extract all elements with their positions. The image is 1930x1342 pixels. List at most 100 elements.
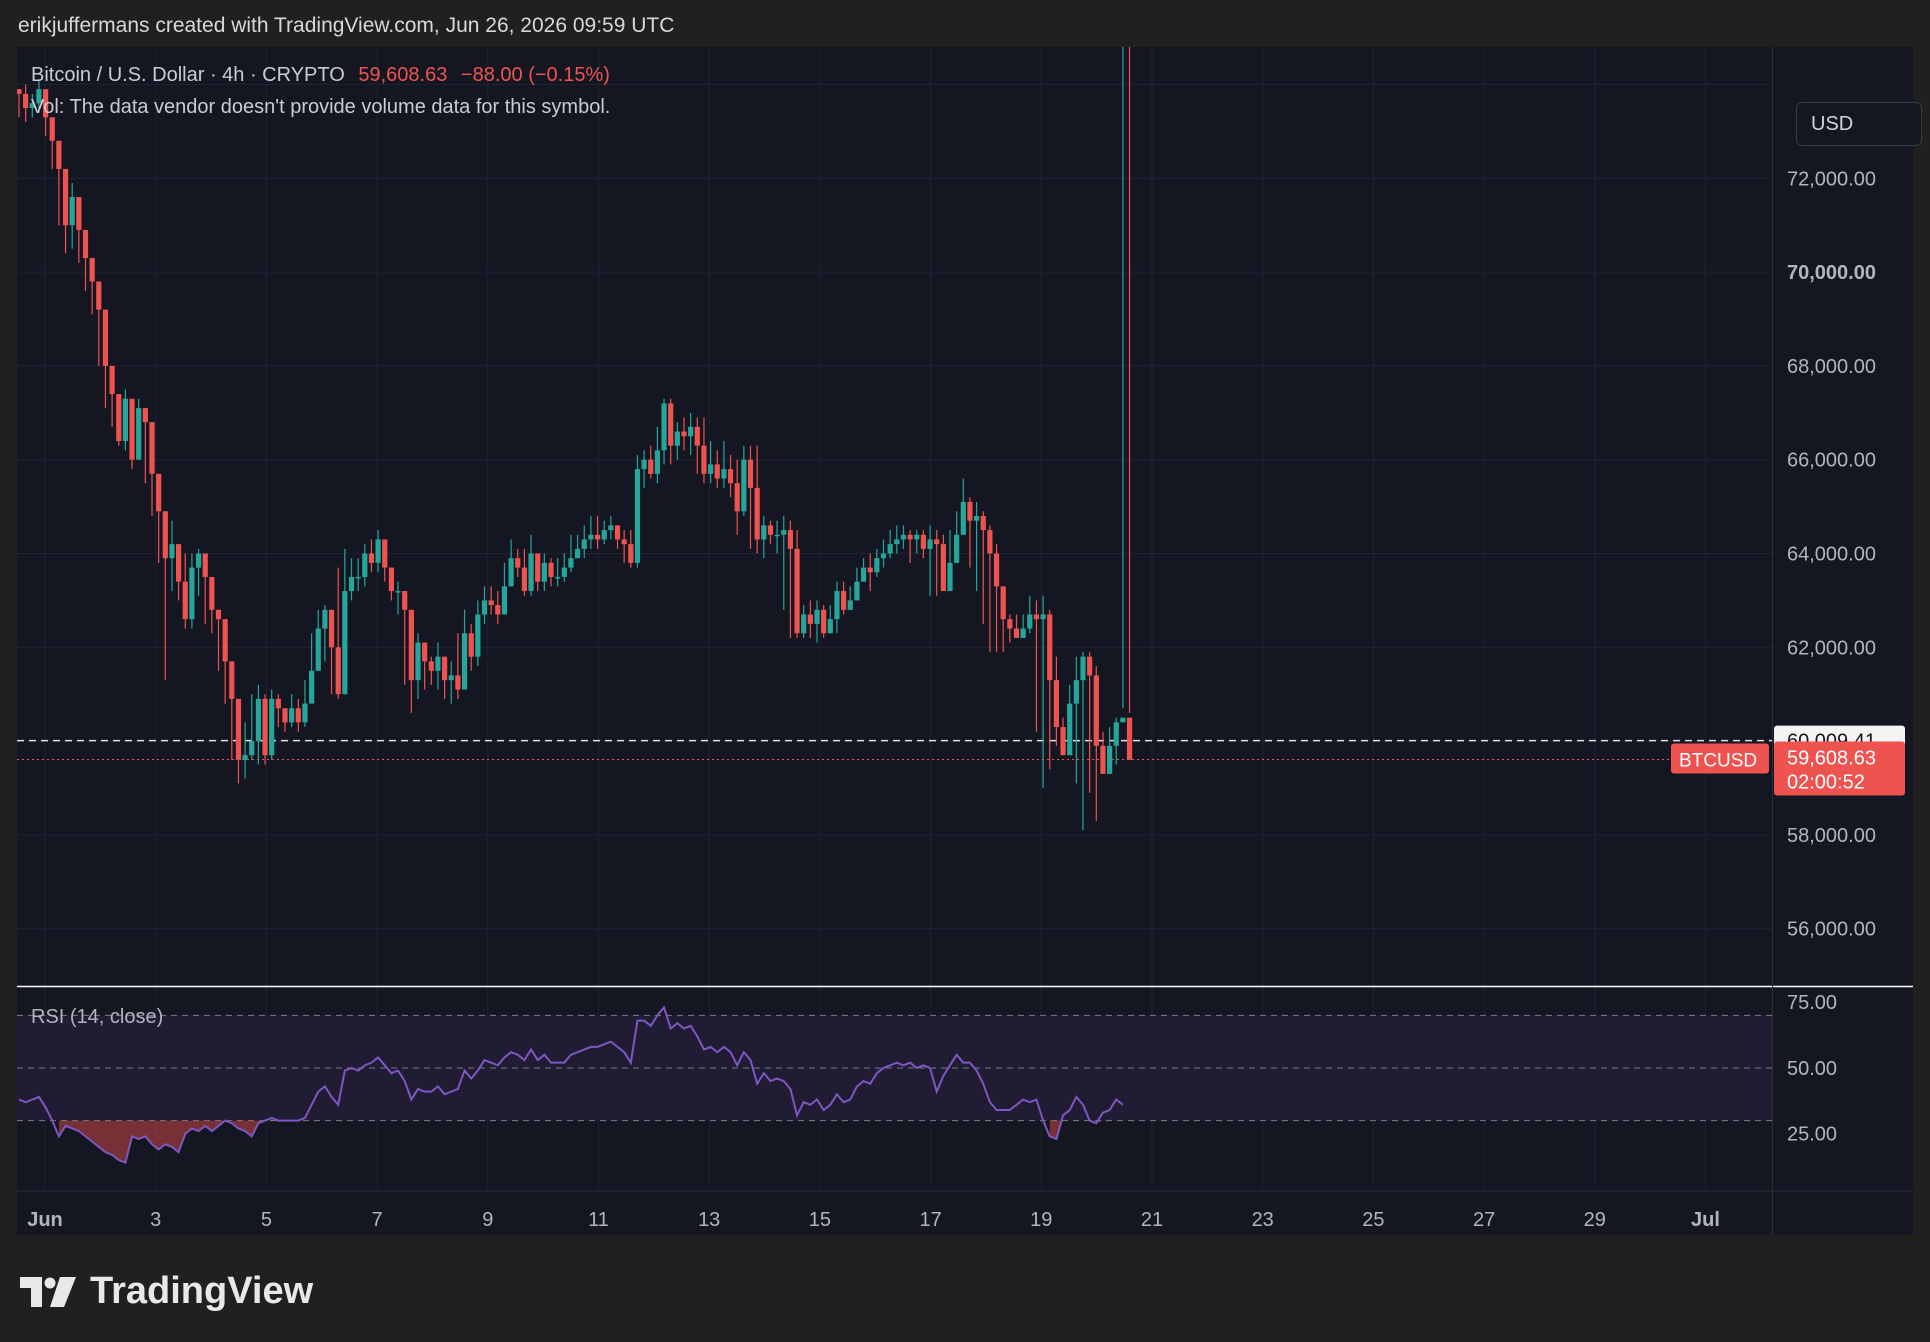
- candle-body[interactable]: [701, 445, 707, 474]
- candle-body[interactable]: [541, 562, 547, 582]
- candle-body[interactable]: [1080, 656, 1086, 681]
- candle-body[interactable]: [555, 576, 561, 579]
- candle-body[interactable]: [102, 309, 109, 366]
- candle-body[interactable]: [309, 670, 315, 704]
- candle-body[interactable]: [781, 530, 787, 535]
- candle-body[interactable]: [920, 534, 926, 549]
- candle-body[interactable]: [195, 553, 202, 568]
- candle-body[interactable]: [814, 609, 820, 624]
- candle-body[interactable]: [1027, 614, 1033, 629]
- candle-body[interactable]: [648, 459, 654, 474]
- rsi-line[interactable]: [18, 1005, 1124, 1165]
- candle-body[interactable]: [142, 408, 148, 423]
- candle-body[interactable]: [1107, 745, 1113, 774]
- candle-body[interactable]: [568, 558, 574, 568]
- candle-body[interactable]: [136, 408, 142, 460]
- candle-body[interactable]: [355, 576, 361, 579]
- candle-body[interactable]: [69, 197, 75, 226]
- candle-body[interactable]: [116, 394, 122, 441]
- candle-body[interactable]: [428, 661, 434, 671]
- candle-body[interactable]: [807, 614, 813, 624]
- candle-body[interactable]: [215, 609, 222, 620]
- candle-body[interactable]: [1120, 717, 1126, 723]
- candle-body[interactable]: [23, 93, 29, 108]
- candle-body[interactable]: [1126, 717, 1133, 760]
- candle-body[interactable]: [96, 281, 102, 310]
- candle-body[interactable]: [608, 525, 614, 531]
- candle-body[interactable]: [974, 516, 980, 521]
- candle-body[interactable]: [122, 398, 128, 441]
- candle-body[interactable]: [229, 661, 235, 699]
- candle-body[interactable]: [448, 675, 454, 681]
- candle-body[interactable]: [1093, 675, 1099, 746]
- candle-body[interactable]: [914, 534, 920, 540]
- candle-body[interactable]: [721, 469, 727, 479]
- candle-body[interactable]: [375, 539, 381, 563]
- candle-body[interactable]: [302, 703, 308, 723]
- candle-body[interactable]: [621, 539, 627, 545]
- candle-body[interactable]: [521, 567, 527, 592]
- candle-body[interactable]: [1087, 656, 1093, 676]
- candle-body[interactable]: [1020, 628, 1026, 638]
- candle-body[interactable]: [275, 698, 281, 709]
- candle-body[interactable]: [535, 553, 541, 582]
- candle-body[interactable]: [528, 553, 534, 592]
- candle-body[interactable]: [402, 591, 408, 610]
- candle-body[interactable]: [727, 469, 734, 484]
- candle-body[interactable]: [821, 609, 827, 634]
- candle-body[interactable]: [960, 501, 966, 535]
- candle-body[interactable]: [481, 600, 488, 615]
- candle-body[interactable]: [1060, 727, 1066, 756]
- candle-body[interactable]: [634, 469, 641, 563]
- candle-body[interactable]: [1100, 745, 1106, 774]
- candle-body[interactable]: [36, 89, 42, 104]
- candle-body[interactable]: [661, 403, 667, 451]
- candle-body[interactable]: [335, 647, 341, 695]
- candle-body[interactable]: [854, 581, 860, 601]
- candle-body[interactable]: [767, 525, 774, 535]
- candle-body[interactable]: [774, 534, 780, 537]
- candle-body[interactable]: [289, 708, 295, 723]
- candle-body[interactable]: [129, 398, 135, 460]
- candle-body[interactable]: [1013, 628, 1020, 638]
- candle-body[interactable]: [182, 581, 188, 620]
- candle-body[interactable]: [488, 600, 494, 606]
- candle-body[interactable]: [322, 609, 328, 629]
- candle-body[interactable]: [794, 548, 800, 634]
- candle-body[interactable]: [601, 530, 607, 540]
- candle-body[interactable]: [980, 516, 986, 531]
- candle-body[interactable]: [841, 591, 847, 610]
- candle-body[interactable]: [880, 553, 887, 559]
- candle-body[interactable]: [594, 534, 601, 540]
- candle-body[interactable]: [162, 511, 168, 559]
- candle-body[interactable]: [688, 426, 694, 437]
- candle-body[interactable]: [508, 558, 514, 587]
- candle-body[interactable]: [255, 698, 261, 742]
- candle-body[interactable]: [681, 431, 687, 437]
- candle-body[interactable]: [62, 168, 69, 226]
- candle-body[interactable]: [754, 487, 760, 540]
- candle-body[interactable]: [282, 708, 288, 723]
- candle-body[interactable]: [209, 576, 215, 610]
- candle-body[interactable]: [708, 464, 714, 474]
- candle-body[interactable]: [907, 534, 913, 540]
- candle-body[interactable]: [747, 459, 754, 488]
- candle-body[interactable]: [940, 544, 946, 592]
- candle-body[interactable]: [668, 403, 674, 446]
- candle-body[interactable]: [368, 553, 375, 563]
- candle-body[interactable]: [415, 642, 421, 681]
- candle-body[interactable]: [1073, 680, 1079, 704]
- candle-body[interactable]: [860, 567, 867, 582]
- candle-body[interactable]: [89, 258, 95, 282]
- candle-body[interactable]: [515, 558, 521, 568]
- candle-body[interactable]: [408, 609, 414, 681]
- candle-body[interactable]: [834, 591, 840, 620]
- candle-body[interactable]: [1033, 614, 1040, 620]
- candle-body[interactable]: [328, 609, 335, 648]
- candle-body[interactable]: [468, 633, 474, 657]
- candle-body[interactable]: [1053, 680, 1059, 728]
- candle-body[interactable]: [189, 567, 195, 620]
- candle-body[interactable]: [422, 642, 428, 662]
- candle-body[interactable]: [927, 539, 933, 549]
- candle-body[interactable]: [455, 675, 461, 690]
